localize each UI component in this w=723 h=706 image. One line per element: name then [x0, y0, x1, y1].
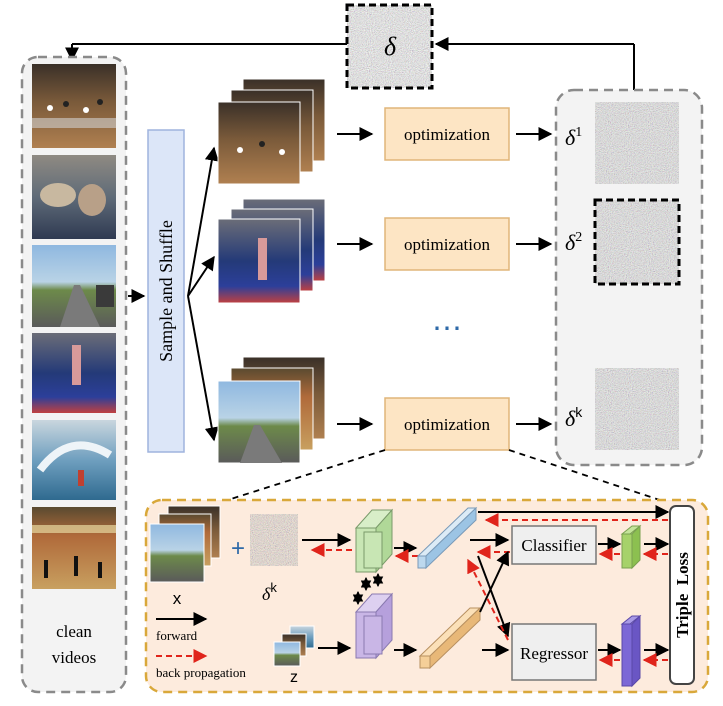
cross-x-to-regressor — [477, 555, 511, 638]
optimization-detail-panel: x + δk z — [144, 498, 710, 694]
video-thumb-surf — [32, 420, 116, 500]
branch-arrow-3 — [187, 295, 219, 442]
video-thumb-hall — [32, 507, 116, 589]
triple-loss-block: Triple Loss — [669, 505, 695, 685]
x-label: x — [173, 589, 182, 608]
delta-k-noise — [595, 368, 679, 450]
feature-bar-x — [416, 506, 478, 570]
optimization-label-1: optimization — [404, 125, 490, 144]
perturbation-group: δ1 δ2 δk — [554, 88, 704, 467]
sample-shuffle-box — [147, 129, 185, 453]
regressor-label: Regressor — [520, 644, 588, 663]
branch-arrow-2 — [187, 255, 215, 297]
template-clip-z — [273, 625, 315, 667]
delta-k-small-label: δk — [262, 580, 277, 604]
cross-z-to-classifier — [479, 550, 510, 613]
clip-stack-1 — [217, 78, 326, 185]
clean-label: clean — [56, 622, 92, 641]
legend-forward-label: forward — [156, 628, 198, 643]
video-thumb-kangaroos — [32, 155, 116, 239]
classifier-block: Classifier — [511, 525, 597, 565]
delta-1-label: δ1 — [565, 125, 582, 150]
optimization-box-1: optimization — [384, 107, 510, 161]
video-thumb-gym — [32, 333, 116, 413]
delta-symbol: δ — [384, 32, 397, 61]
feature-bar-z — [418, 606, 482, 670]
optimization-label-2: optimization — [404, 235, 490, 254]
optimization-box-3: optimization — [384, 397, 510, 451]
delta-2-selected-border — [593, 198, 681, 286]
optimization-label-3: optimization — [404, 415, 490, 434]
legend: forward back propagation — [156, 612, 246, 680]
triple-loss-label: Triple Loss — [673, 552, 692, 638]
plus-sign: + — [231, 535, 245, 562]
delta-k-label: δk — [565, 404, 583, 431]
clean-videos-group: clean videos — [20, 55, 128, 694]
delta-noise-image — [347, 5, 432, 88]
delta-border — [345, 3, 434, 90]
video-thumb-road — [32, 245, 116, 327]
regressor-output-block — [620, 614, 642, 688]
backbone-block-z — [354, 592, 394, 660]
clip-stack-3 — [217, 356, 326, 464]
regressor-block: Regressor — [511, 623, 597, 681]
delta-1-noise — [595, 102, 679, 184]
backbone-block-x — [354, 508, 394, 574]
universal-perturbation: δ — [345, 3, 434, 90]
branch-arrow-1 — [187, 146, 219, 297]
delta-k-small-noise — [250, 514, 298, 566]
delta-2-label: δ2 — [565, 230, 582, 255]
video-thumb-basketball — [32, 64, 116, 148]
backprop-regressor-to-feature — [467, 558, 509, 641]
ellipsis-middle: ⋯ — [432, 312, 462, 345]
sample-shuffle-label: Sample and Shuffle — [156, 220, 176, 362]
z-label: z — [290, 669, 298, 686]
videos-label: videos — [52, 648, 96, 667]
classifier-label: Classifier — [521, 536, 586, 555]
legend-backprop-label: back propagation — [156, 665, 246, 680]
shared-weights-arrows — [352, 572, 384, 606]
sample-shuffle-block: Sample and Shuffle — [147, 129, 185, 453]
input-clip-x — [149, 505, 221, 583]
delta-2-noise — [595, 200, 679, 284]
clip-stack-2 — [217, 198, 326, 304]
classifier-output-block — [620, 524, 642, 570]
optimization-box-2: optimization — [384, 217, 510, 271]
